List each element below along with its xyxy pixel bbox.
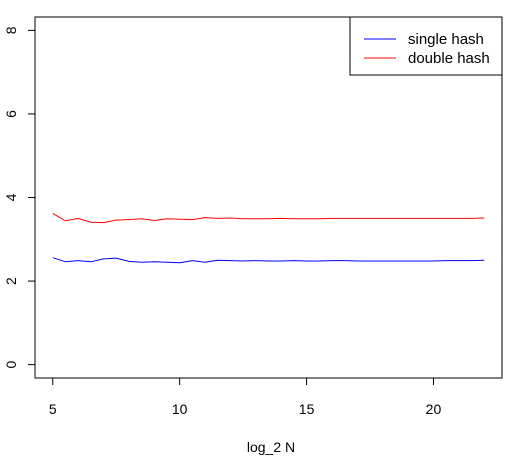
y-axis: 0 2 4 6 8 xyxy=(3,26,36,369)
x-tick-label: 5 xyxy=(49,401,57,417)
x-tick-label: 20 xyxy=(426,401,442,417)
y-tick-label: 4 xyxy=(3,193,19,201)
y-tick-label: 2 xyxy=(3,277,19,285)
series-line-single-hash xyxy=(52,257,485,264)
y-tick-label: 6 xyxy=(3,110,19,118)
y-tick-label: 8 xyxy=(3,26,19,34)
x-tick-label: 15 xyxy=(299,401,315,417)
legend: single hash double hash xyxy=(349,16,503,76)
legend-box xyxy=(349,16,503,76)
series-line-double-hash xyxy=(52,212,485,224)
series-layer xyxy=(52,212,485,264)
x-tick-label: 10 xyxy=(172,401,188,417)
x-axis-label: log_2 N xyxy=(247,439,295,455)
y-tick-label: 0 xyxy=(3,361,19,369)
legend-label-double-hash: double hash xyxy=(408,50,490,67)
x-axis: 5 10 15 20 xyxy=(49,377,442,417)
legend-label-single-hash: single hash xyxy=(408,31,484,48)
